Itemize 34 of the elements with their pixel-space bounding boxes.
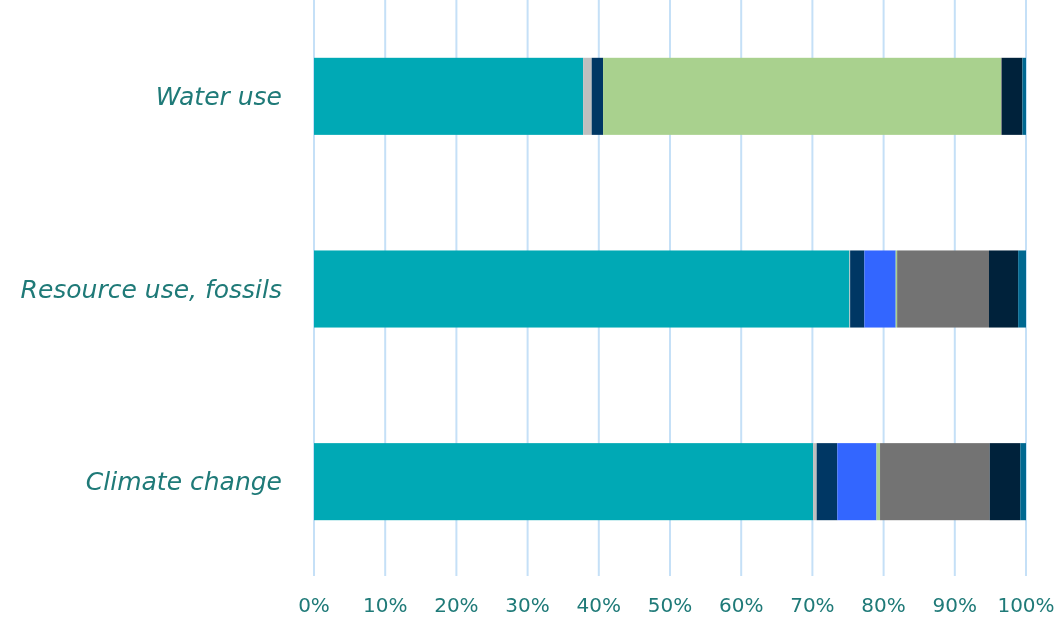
bar xyxy=(816,443,838,521)
bar xyxy=(897,250,989,328)
x-tick-label: 80% xyxy=(861,593,906,617)
x-tick-label: 70% xyxy=(790,593,835,617)
bar xyxy=(314,57,584,135)
y-tick-label: Resource use, fossils xyxy=(20,274,282,304)
bar xyxy=(876,443,881,521)
x-tick-label: 10% xyxy=(362,593,408,617)
bar xyxy=(988,250,1019,328)
bar xyxy=(1001,57,1023,135)
bar xyxy=(603,57,1002,135)
bar xyxy=(837,443,877,521)
bar xyxy=(1022,57,1026,135)
x-tick-label: 40% xyxy=(576,593,622,617)
x-tick-label: 100% xyxy=(997,593,1055,617)
bar xyxy=(850,250,865,328)
x-tick-label: 0% xyxy=(298,593,330,617)
x-tick-label: 60% xyxy=(718,593,764,617)
bar xyxy=(314,443,814,521)
bar xyxy=(813,443,817,521)
bar xyxy=(880,443,990,521)
y-tick-label: Climate change xyxy=(85,467,282,497)
x-tick-label: 90% xyxy=(932,593,978,617)
bar xyxy=(1020,443,1026,521)
bar xyxy=(591,57,604,135)
x-tick-label: 50% xyxy=(647,593,693,617)
bar xyxy=(314,250,850,328)
bar xyxy=(864,250,896,328)
bar xyxy=(1018,250,1026,328)
y-tick-label: Water use xyxy=(155,82,282,112)
x-tick-label: 20% xyxy=(434,593,479,617)
bar xyxy=(989,443,1021,521)
x-tick-label: 30% xyxy=(505,593,550,617)
bar xyxy=(583,57,592,135)
